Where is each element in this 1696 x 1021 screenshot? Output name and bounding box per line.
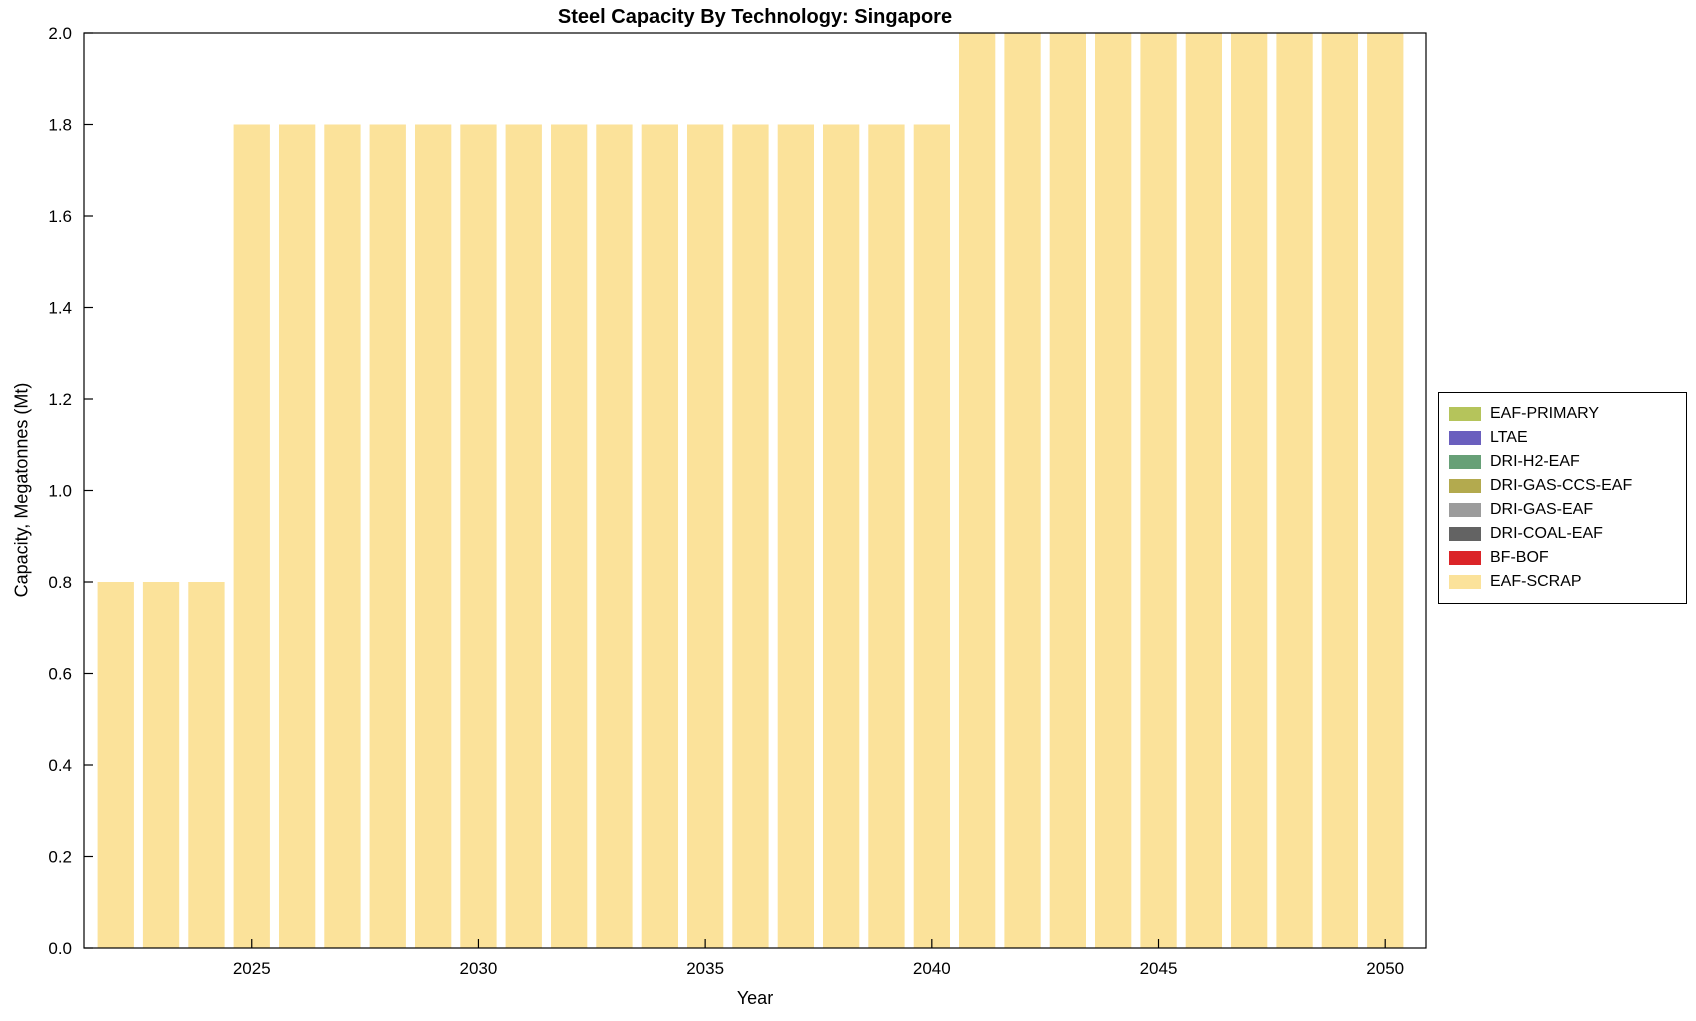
x-tick-label: 2025	[233, 959, 271, 978]
y-tick-label: 0.4	[48, 756, 72, 775]
legend-label: DRI-GAS-EAF	[1490, 501, 1594, 518]
bar-2041	[959, 33, 996, 948]
y-tick-label: 0.2	[48, 848, 72, 867]
bar-2040	[913, 124, 950, 948]
x-tick-label: 2050	[1366, 959, 1404, 978]
y-tick-label: 1.8	[48, 116, 72, 135]
legend-item: DRI-H2-EAF	[1449, 450, 1674, 474]
bar-2033	[596, 124, 633, 948]
y-tick-label: 1.4	[48, 299, 72, 318]
legend-item: DRI-COAL-EAF	[1449, 522, 1674, 546]
legend-swatch	[1449, 431, 1481, 445]
bar-2025	[233, 124, 270, 948]
legend-item: BF-BOF	[1449, 546, 1674, 570]
bar-2034	[641, 124, 678, 948]
bar-2023	[142, 582, 180, 948]
bar-2039	[868, 124, 905, 948]
bar-2035	[687, 124, 724, 948]
bar-2044	[1095, 33, 1132, 948]
bar-2027	[324, 124, 361, 948]
y-tick-label: 0.6	[48, 665, 72, 684]
bar-2024	[188, 582, 225, 948]
y-tick-label: 0.0	[48, 939, 72, 958]
legend-swatch	[1449, 575, 1481, 589]
y-tick-label: 1.2	[48, 390, 72, 409]
legend-label: LTAE	[1490, 429, 1528, 446]
bar-2031	[505, 124, 542, 948]
bar-2037	[777, 124, 814, 948]
bar-2048	[1276, 33, 1313, 948]
y-tick-label: 2.0	[48, 24, 72, 43]
x-tick-label: 2040	[913, 959, 951, 978]
x-tick-label: 2045	[1140, 959, 1178, 978]
legend-swatch	[1449, 455, 1481, 469]
bar-2050	[1367, 33, 1404, 948]
bar-2029	[415, 124, 452, 948]
legend-swatch	[1449, 503, 1481, 517]
bar-2032	[551, 124, 588, 948]
bar-2043	[1049, 33, 1086, 948]
x-tick-label: 2030	[460, 959, 498, 978]
legend-item: LTAE	[1449, 426, 1674, 450]
bar-2047	[1231, 33, 1268, 948]
y-tick-label: 1.6	[48, 207, 72, 226]
legend-label: EAF-SCRAP	[1490, 573, 1582, 590]
legend: EAF-PRIMARY LTAE DRI-H2-EAF DRI-GAS-CCS-EAF…	[1438, 392, 1687, 604]
legend-swatch	[1449, 527, 1481, 541]
bar-2038	[823, 124, 860, 948]
bar-2028	[369, 124, 406, 948]
bar-2036	[732, 124, 769, 948]
legend-item: DRI-GAS-CCS-EAF	[1449, 474, 1674, 498]
y-tick-label: 1.0	[48, 482, 72, 501]
legend-swatch	[1449, 551, 1481, 565]
legend-item: EAF-SCRAP	[1449, 570, 1674, 594]
legend-label: BF-BOF	[1490, 549, 1549, 566]
legend-item: DRI-GAS-EAF	[1449, 498, 1674, 522]
bar-2026	[279, 124, 316, 948]
bar-2042	[1004, 33, 1041, 948]
bar-2022	[97, 582, 134, 948]
x-tick-label: 2035	[686, 959, 724, 978]
legend-label: DRI-GAS-CCS-EAF	[1490, 477, 1633, 494]
legend-label: DRI-H2-EAF	[1490, 453, 1580, 470]
y-tick-label: 0.8	[48, 573, 72, 592]
legend-item: EAF-PRIMARY	[1449, 402, 1674, 426]
bar-2045	[1140, 33, 1177, 948]
bar-2030	[460, 124, 497, 948]
legend-label: DRI-COAL-EAF	[1490, 525, 1603, 542]
legend-swatch	[1449, 407, 1481, 421]
bar-2046	[1185, 33, 1222, 948]
bar-2049	[1321, 33, 1358, 948]
legend-swatch	[1449, 479, 1481, 493]
chart-title: Steel Capacity By Technology: Singapore	[557, 6, 953, 28]
legend-label: EAF-PRIMARY	[1490, 405, 1600, 422]
x-axis-label: Year	[736, 988, 774, 1008]
